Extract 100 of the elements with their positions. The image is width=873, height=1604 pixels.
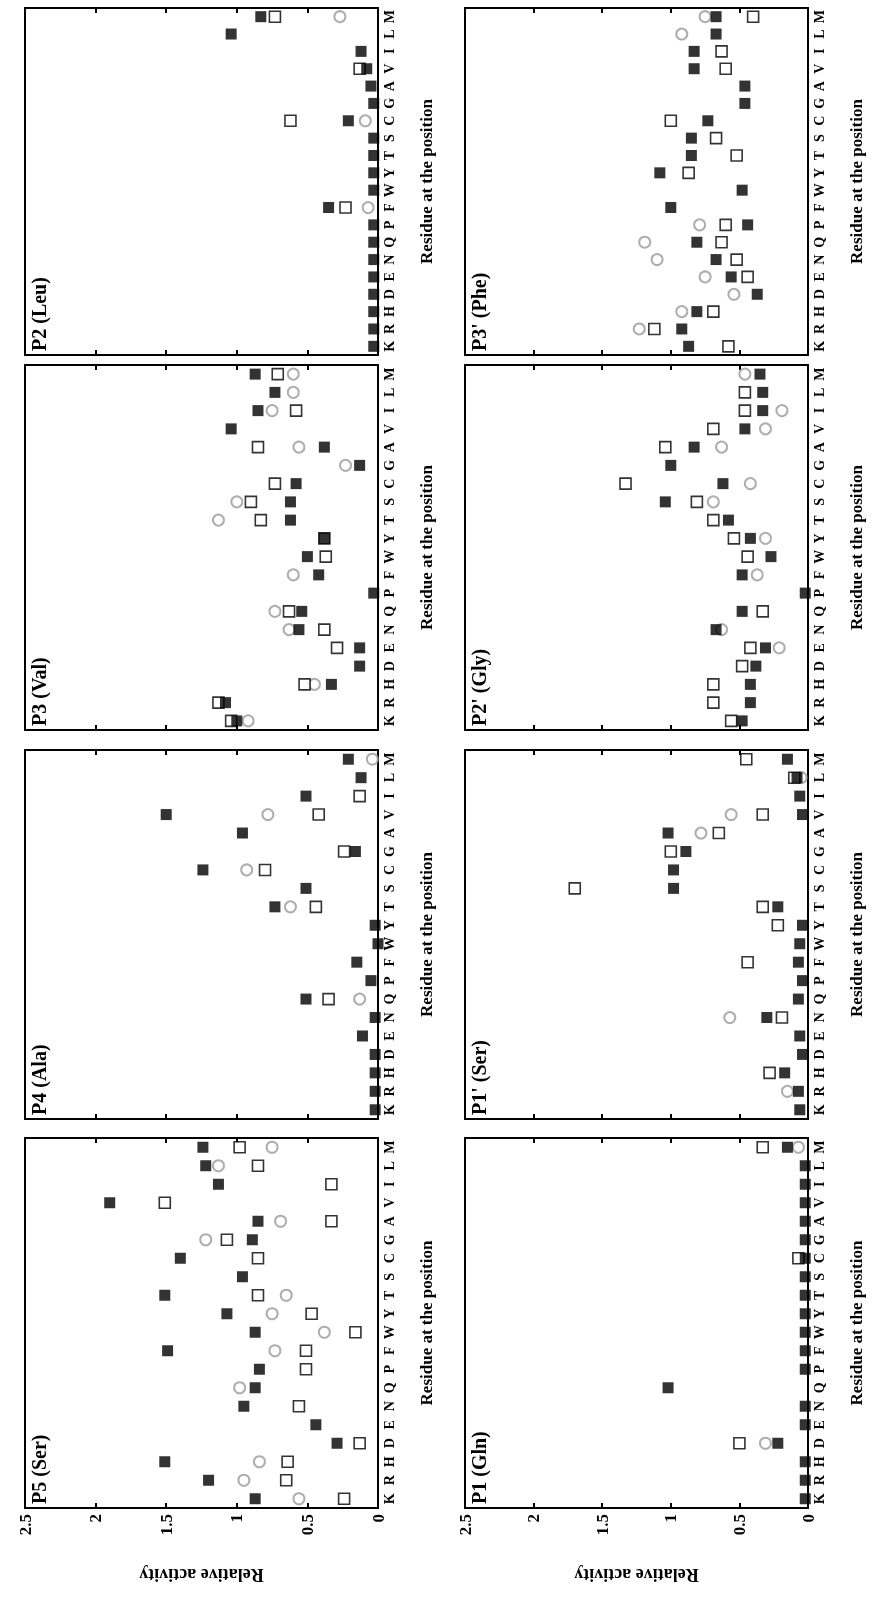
y-tick-label: R (811, 323, 827, 335)
y-tick-label: M (811, 1140, 827, 1154)
y-tick-label: L (811, 29, 827, 39)
y-tick-label: N (811, 254, 827, 265)
y-tick-label: A (811, 441, 827, 453)
text: P3 (Val) (28, 657, 51, 726)
y-tick-label: W (381, 549, 397, 564)
y-tick-label: F (811, 1346, 827, 1356)
y-tick-label: I (811, 407, 827, 414)
text: P1 (Gln) (468, 1431, 491, 1504)
y-tick-label: Y (381, 1308, 397, 1319)
y-tick-label: Q (381, 1382, 397, 1394)
y-tick-label: D (381, 1049, 397, 1060)
y-tick-label: E (381, 1420, 397, 1430)
y-tick-label: H (381, 1456, 397, 1468)
y-tick-label: C (811, 864, 827, 875)
y-tick-label: D (811, 1049, 827, 1060)
y-tick-label: Y (811, 167, 827, 178)
y-tick-label: M (811, 752, 827, 766)
y-tick-label: I (381, 407, 397, 414)
y-tick-label: K (381, 715, 397, 727)
y-tick-label: C (381, 478, 397, 489)
y-tick-label: V (381, 1197, 397, 1208)
y-tick-label: Q (811, 1382, 827, 1394)
y-tick-label: C (811, 478, 827, 489)
text: P4 (Ala) (28, 1044, 51, 1115)
x-axis-title: Relative activity (574, 1565, 699, 1585)
y-tick-label: P (811, 975, 827, 985)
text: P2' (Gly) (468, 648, 491, 726)
y-tick-label: E (811, 643, 827, 653)
x-tick-label: 0.5 (729, 1514, 749, 1536)
y-tick-label: K (811, 715, 827, 727)
y-tick-label: T (381, 150, 397, 161)
y-tick-label: K (381, 340, 397, 352)
y-tick-label: V (811, 809, 827, 820)
y-axis-title: Residue at the position (417, 851, 436, 1017)
y-tick-label: K (811, 1104, 827, 1116)
y-tick-label: W (811, 1325, 827, 1340)
x-tick-label: 1.5 (156, 1514, 176, 1536)
y-tick-label: Y (381, 167, 397, 178)
y-tick-label: T (381, 901, 397, 912)
y-tick-label: P (811, 1364, 827, 1374)
y-tick-label: Y (811, 533, 827, 544)
y-tick-label: N (811, 1012, 827, 1023)
x-tick-label: 1.5 (592, 1514, 612, 1536)
y-tick-label: M (811, 10, 827, 24)
y-axis-title: Residue at the position (417, 464, 436, 630)
y-tick-label: R (811, 696, 827, 708)
y-tick-label: Y (381, 533, 397, 544)
y-tick-label: N (381, 624, 397, 635)
y-tick-label: P (381, 975, 397, 985)
y-tick-label: K (811, 1493, 827, 1505)
y-tick-label: K (381, 1104, 397, 1116)
y-tick-label: M (381, 1140, 397, 1154)
y-tick-label: D (811, 661, 827, 672)
y-tick-label: W (811, 936, 827, 951)
y-tick-label: G (381, 459, 397, 471)
y-tick-label: I (811, 48, 827, 55)
y-axis-title: Residue at the position (847, 851, 866, 1017)
y-tick-label: T (811, 514, 827, 525)
y-axis-title: Residue at the position (847, 1240, 866, 1406)
y-tick-label: H (381, 678, 397, 690)
y-tick-label: L (381, 773, 397, 783)
y-tick-label: V (811, 423, 827, 434)
y-tick-label: Y (811, 1308, 827, 1319)
y-tick-label: C (381, 864, 397, 875)
y-tick-label: M (381, 367, 397, 381)
y-tick-label: S (811, 497, 827, 506)
y-tick-label: K (811, 340, 827, 352)
x-tick-label: 1 (227, 1514, 247, 1523)
y-tick-label: C (811, 1253, 827, 1264)
y-tick-label: A (381, 827, 397, 839)
y-tick-label: Q (811, 236, 827, 248)
y-tick-label: A (811, 827, 827, 839)
y-tick-label: N (811, 1401, 827, 1412)
y-tick-label: C (811, 115, 827, 126)
y-tick-label: F (811, 570, 827, 580)
y-tick-label: V (811, 1197, 827, 1208)
y-tick-label: D (811, 1438, 827, 1449)
y-tick-label: P (381, 588, 397, 598)
y-tick-label: W (811, 183, 827, 198)
y-tick-label: F (381, 957, 397, 967)
text: P1' (Ser) (468, 1040, 491, 1115)
y-tick-label: R (381, 1085, 397, 1097)
y-tick-label: C (381, 1253, 397, 1264)
y-tick-label: E (811, 272, 827, 282)
y-tick-label: Q (811, 993, 827, 1005)
y-tick-label: N (381, 1012, 397, 1023)
text: P3' (Phe) (468, 272, 491, 351)
y-tick-label: G (381, 1234, 397, 1246)
y-axis-title: Residue at the position (417, 1240, 436, 1406)
y-tick-label: H (381, 306, 397, 318)
y-tick-label: Q (381, 993, 397, 1005)
y-tick-label: D (381, 661, 397, 672)
y-tick-label: P (381, 1364, 397, 1374)
y-tick-label: D (811, 289, 827, 300)
y-tick-label: E (811, 1420, 827, 1430)
y-tick-label: N (381, 1401, 397, 1412)
y-tick-label: E (811, 1031, 827, 1041)
y-tick-label: W (381, 936, 397, 951)
